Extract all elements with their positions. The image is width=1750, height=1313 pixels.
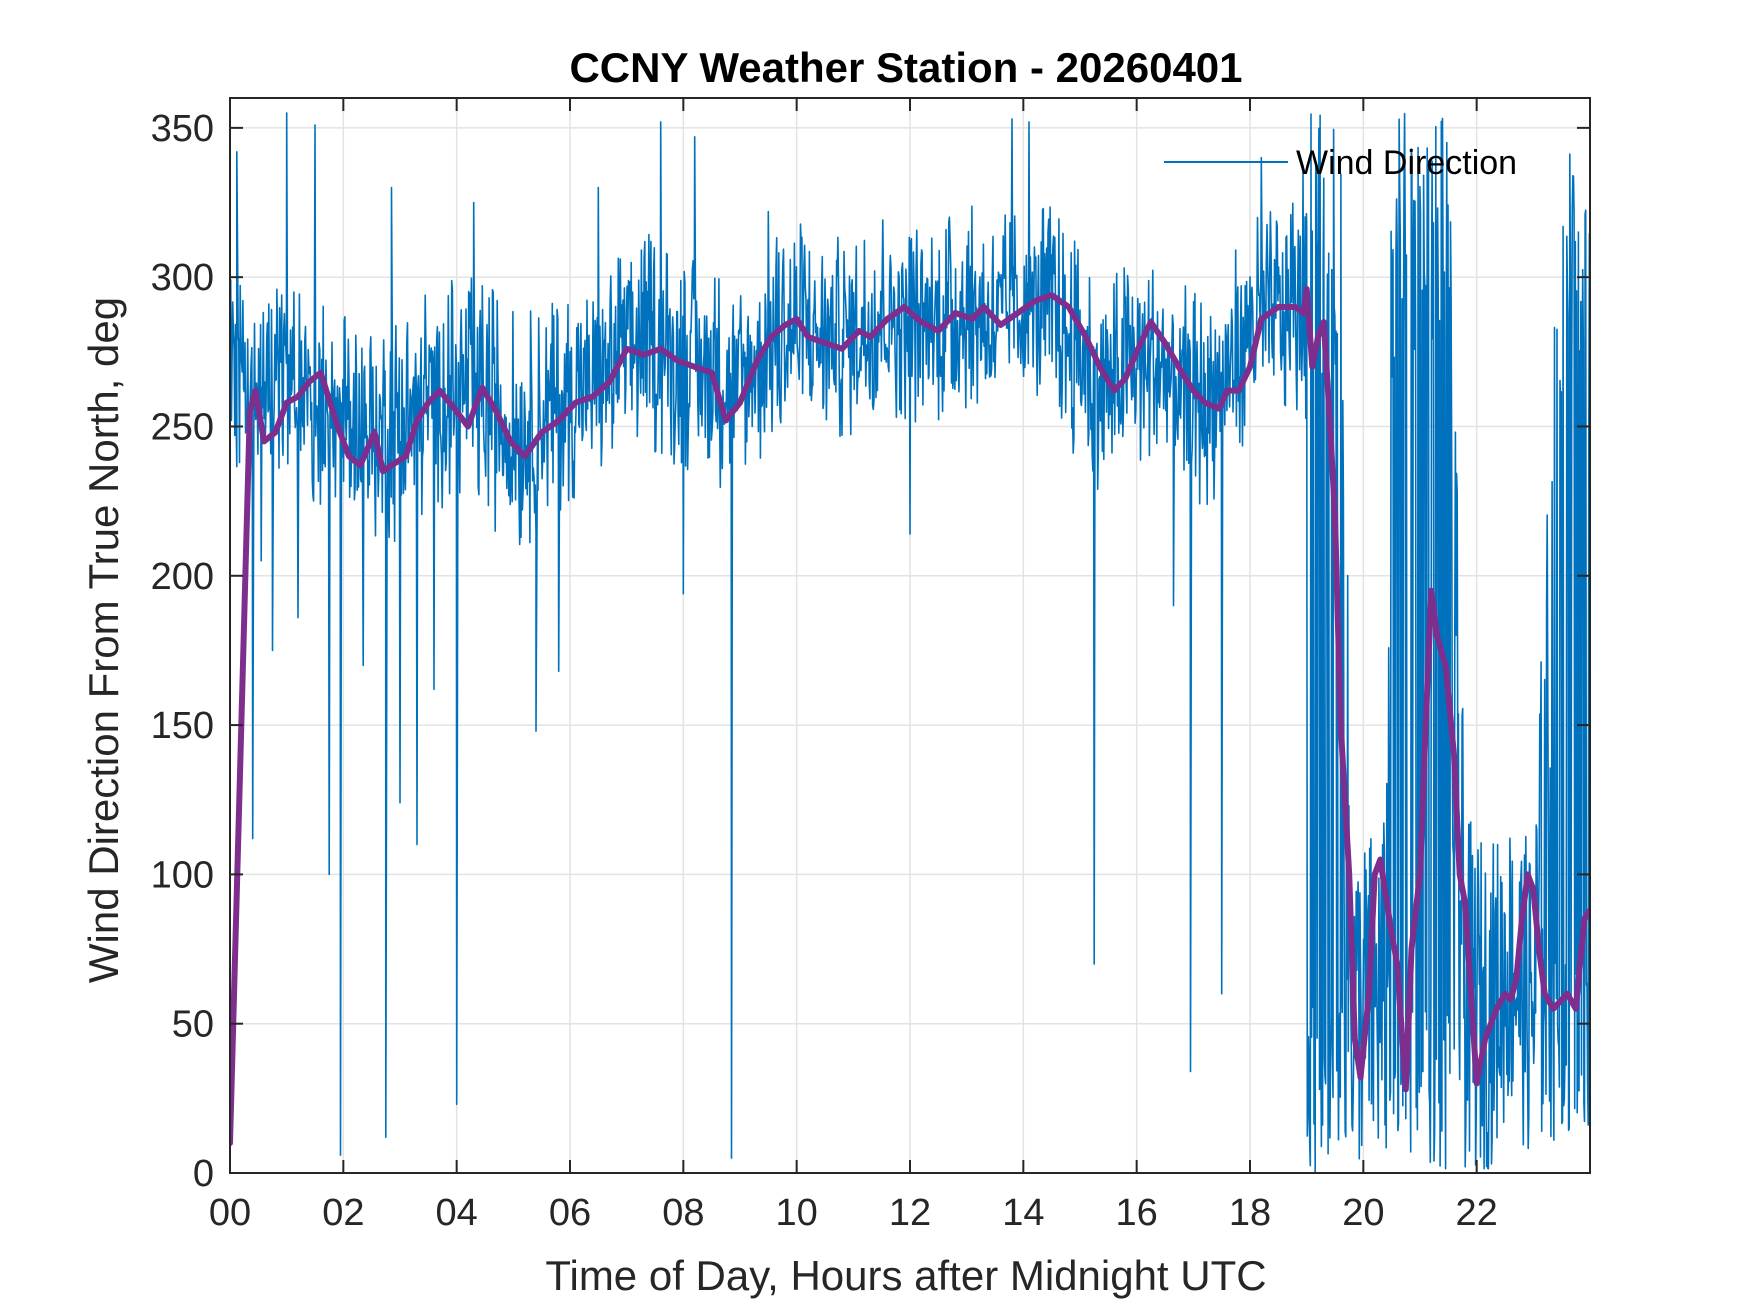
y-tick-label: 50	[172, 1004, 214, 1046]
x-tick-label: 08	[662, 1192, 704, 1234]
x-tick-label: 22	[1456, 1192, 1498, 1234]
x-tick-label: 14	[1002, 1192, 1044, 1234]
x-tick-label: 18	[1229, 1192, 1271, 1234]
x-tick-label: 02	[322, 1192, 364, 1234]
x-tick-label: 12	[889, 1192, 931, 1234]
x-tick-label: 10	[776, 1192, 818, 1234]
y-tick-labels: 0 50 100 150 200 250 300 350	[151, 108, 214, 1195]
x-tick-label: 20	[1342, 1192, 1384, 1234]
y-tick-label: 300	[151, 257, 214, 299]
series-line-smoothed	[230, 286, 1590, 1147]
series-line-wind-direction	[230, 112, 1590, 1173]
x-tick-label: 16	[1116, 1192, 1158, 1234]
series-layer	[230, 112, 1590, 1173]
legend-label-wind-direction: Wind Direction	[1296, 144, 1517, 182]
y-tick-label: 100	[151, 854, 214, 896]
y-tick-label: 0	[193, 1153, 214, 1195]
legend: Wind Direction	[1164, 144, 1517, 182]
y-tick-label: 250	[151, 406, 214, 448]
x-tick-label: 04	[436, 1192, 478, 1234]
tick-marks	[229, 98, 1590, 1174]
x-tick-label: 06	[549, 1192, 591, 1234]
x-tick-labels: 00 02 04 06 08 10 12 14 16 18 20 22	[209, 1192, 1498, 1234]
chart-title: CCNY Weather Station - 20260401	[569, 44, 1242, 91]
y-axis-label: Wind Direction From True North, deg	[80, 297, 127, 983]
y-tick-label: 200	[151, 556, 214, 598]
x-tick-label: 00	[209, 1192, 251, 1234]
x-axis-label: Time of Day, Hours after Midnight UTC	[545, 1252, 1266, 1299]
y-tick-label: 350	[151, 108, 214, 150]
y-tick-label: 150	[151, 705, 214, 747]
